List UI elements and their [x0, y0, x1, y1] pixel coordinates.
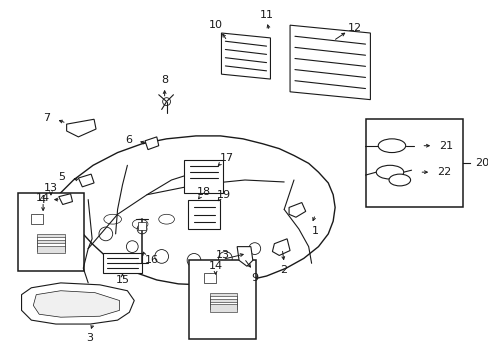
Text: 13: 13 — [215, 251, 229, 260]
Polygon shape — [237, 247, 252, 266]
Polygon shape — [21, 283, 134, 324]
Text: 1: 1 — [311, 226, 318, 236]
Text: 14: 14 — [208, 261, 222, 271]
Polygon shape — [78, 174, 94, 187]
Polygon shape — [145, 137, 159, 150]
Polygon shape — [209, 296, 237, 303]
Text: 13: 13 — [44, 183, 58, 193]
Text: 18: 18 — [196, 187, 210, 197]
Polygon shape — [37, 240, 64, 248]
Polygon shape — [209, 305, 237, 312]
Polygon shape — [365, 119, 463, 207]
Text: 3: 3 — [86, 333, 94, 343]
Polygon shape — [203, 273, 215, 283]
Polygon shape — [209, 298, 237, 306]
Text: 21: 21 — [438, 141, 452, 151]
Polygon shape — [37, 246, 64, 253]
Text: 14: 14 — [36, 193, 50, 203]
Ellipse shape — [388, 174, 410, 186]
Polygon shape — [189, 260, 255, 339]
Polygon shape — [138, 222, 146, 230]
Polygon shape — [37, 243, 64, 251]
Polygon shape — [221, 33, 270, 79]
Text: 4: 4 — [39, 195, 45, 204]
Text: 20: 20 — [474, 158, 488, 168]
Polygon shape — [18, 193, 84, 271]
Text: 10: 10 — [208, 20, 222, 30]
Polygon shape — [37, 234, 64, 242]
Text: 9: 9 — [251, 273, 258, 283]
Polygon shape — [37, 237, 64, 245]
Text: 19: 19 — [216, 190, 230, 200]
Text: 17: 17 — [220, 153, 234, 163]
Polygon shape — [288, 203, 305, 217]
Text: 22: 22 — [436, 167, 450, 177]
Polygon shape — [54, 136, 334, 285]
Text: 7: 7 — [43, 113, 50, 123]
Polygon shape — [33, 291, 119, 317]
Polygon shape — [209, 293, 237, 301]
Text: 15: 15 — [115, 275, 129, 285]
Ellipse shape — [378, 139, 405, 153]
Polygon shape — [289, 25, 369, 100]
Polygon shape — [188, 199, 220, 229]
Text: 11: 11 — [259, 10, 273, 21]
Text: 12: 12 — [347, 23, 361, 33]
Polygon shape — [59, 194, 72, 204]
Text: 5: 5 — [58, 172, 65, 182]
Text: 16: 16 — [144, 255, 159, 265]
Text: 2: 2 — [280, 265, 287, 275]
Polygon shape — [272, 239, 289, 256]
Polygon shape — [31, 214, 43, 224]
Polygon shape — [102, 253, 142, 273]
Text: 8: 8 — [161, 75, 168, 85]
Polygon shape — [184, 161, 223, 193]
Text: 6: 6 — [124, 135, 132, 145]
Ellipse shape — [376, 165, 403, 179]
Polygon shape — [66, 119, 96, 137]
Polygon shape — [209, 302, 237, 309]
